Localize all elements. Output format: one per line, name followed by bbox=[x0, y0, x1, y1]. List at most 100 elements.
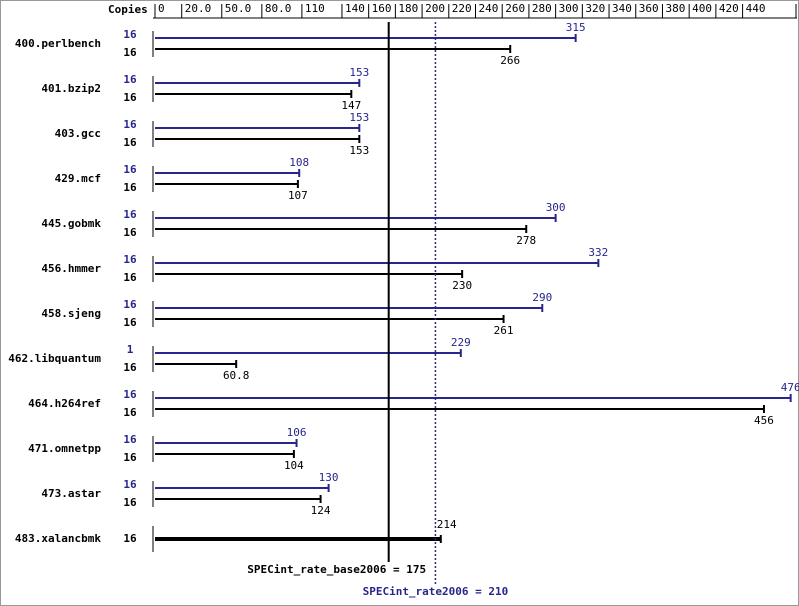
reference-label: SPECint_rate2006 = 210 bbox=[363, 585, 509, 598]
x-tick-label: 220 bbox=[452, 2, 472, 15]
category-label: 464.h264ref bbox=[28, 397, 101, 410]
value-label: 153 bbox=[349, 66, 369, 79]
copies-label: 16 bbox=[123, 226, 137, 239]
value-label: 124 bbox=[311, 504, 331, 517]
bar bbox=[155, 228, 527, 230]
category-label: 458.sjeng bbox=[41, 307, 101, 320]
copies-label: 16 bbox=[123, 91, 137, 104]
bar bbox=[155, 498, 321, 500]
bar bbox=[155, 273, 463, 275]
x-tick-label: 110 bbox=[305, 2, 325, 15]
value-label: 108 bbox=[289, 156, 309, 169]
x-tick-label: 80.0 bbox=[265, 2, 292, 15]
value-label: 300 bbox=[546, 201, 566, 214]
category-label: 403.gcc bbox=[55, 127, 101, 140]
category-label: 473.astar bbox=[41, 487, 101, 500]
x-tick-label: 20.0 bbox=[185, 2, 212, 15]
copies-label: 16 bbox=[123, 181, 137, 194]
x-tick-label: 260 bbox=[505, 2, 525, 15]
category-label: 483.xalancbmk bbox=[15, 532, 101, 545]
copies-label: 16 bbox=[123, 532, 137, 545]
category-label: 400.perlbench bbox=[15, 37, 101, 50]
x-tick-label: 180 bbox=[398, 2, 418, 15]
value-label: 230 bbox=[452, 279, 472, 292]
bar bbox=[155, 442, 297, 444]
copies-label: 16 bbox=[123, 208, 137, 221]
copies-label: 16 bbox=[123, 46, 137, 59]
bar bbox=[155, 453, 294, 455]
x-tick-label: 240 bbox=[479, 2, 499, 15]
bar bbox=[155, 217, 556, 219]
value-label: 153 bbox=[349, 144, 369, 157]
copies-label: 16 bbox=[123, 136, 137, 149]
value-label: 290 bbox=[532, 291, 552, 304]
copies-label: 16 bbox=[123, 478, 137, 491]
copies-label: 16 bbox=[123, 271, 137, 284]
bar bbox=[155, 37, 576, 39]
copies-label: 16 bbox=[123, 451, 137, 464]
bar bbox=[155, 408, 764, 410]
copies-label: 16 bbox=[123, 253, 137, 266]
bar bbox=[155, 172, 300, 174]
copies-label: 16 bbox=[123, 433, 137, 446]
x-tick-label: 200 bbox=[425, 2, 445, 15]
category-label: 471.omnetpp bbox=[28, 442, 101, 455]
x-tick-label: 50.0 bbox=[225, 2, 252, 15]
category-label: 456.hmmer bbox=[41, 262, 101, 275]
bar bbox=[155, 183, 298, 185]
copies-label: 16 bbox=[123, 298, 137, 311]
value-label: 278 bbox=[516, 234, 536, 247]
copies-label: 16 bbox=[123, 118, 137, 131]
value-label: 476 bbox=[781, 381, 799, 394]
bar bbox=[155, 93, 352, 95]
x-tick-label: 420 bbox=[719, 2, 739, 15]
copies-label: 16 bbox=[123, 388, 137, 401]
value-label: 261 bbox=[494, 324, 514, 337]
bar bbox=[155, 487, 329, 489]
x-tick-label: 340 bbox=[612, 2, 632, 15]
copies-label: 16 bbox=[123, 406, 137, 419]
bar bbox=[155, 352, 461, 354]
category-label: 401.bzip2 bbox=[41, 82, 101, 95]
x-tick-label: 300 bbox=[559, 2, 579, 15]
copies-header: Copies bbox=[108, 3, 148, 16]
value-label: 153 bbox=[349, 111, 369, 124]
bar bbox=[155, 262, 599, 264]
value-label: 229 bbox=[451, 336, 471, 349]
bar bbox=[155, 307, 543, 309]
value-label: 60.8 bbox=[223, 369, 250, 382]
x-tick-label: 320 bbox=[585, 2, 605, 15]
bar bbox=[155, 82, 360, 84]
copies-label: 16 bbox=[123, 316, 137, 329]
x-tick-label: 380 bbox=[665, 2, 685, 15]
copies-label: 16 bbox=[123, 73, 137, 86]
copies-label: 16 bbox=[123, 28, 137, 41]
value-label: 214 bbox=[437, 518, 457, 531]
bar bbox=[155, 363, 237, 365]
value-label: 107 bbox=[288, 189, 308, 202]
x-tick-label: 0 bbox=[158, 2, 165, 15]
x-tick-label: 400 bbox=[692, 2, 712, 15]
bar bbox=[155, 138, 360, 140]
x-tick-label: 140 bbox=[345, 2, 365, 15]
value-label: 104 bbox=[284, 459, 304, 472]
copies-label: 16 bbox=[123, 163, 137, 176]
value-label: 147 bbox=[341, 99, 361, 112]
x-tick-label: 280 bbox=[532, 2, 552, 15]
category-label: 445.gobmk bbox=[41, 217, 101, 230]
value-label: 456 bbox=[754, 414, 774, 427]
bar bbox=[155, 397, 791, 399]
value-label: 106 bbox=[287, 426, 307, 439]
value-label: 315 bbox=[566, 21, 586, 34]
x-tick-label: 360 bbox=[639, 2, 659, 15]
value-label: 130 bbox=[319, 471, 339, 484]
category-label: 462.libquantum bbox=[8, 352, 101, 365]
bar bbox=[155, 127, 360, 129]
bar bbox=[155, 537, 441, 541]
copies-label: 16 bbox=[123, 496, 137, 509]
category-label: 429.mcf bbox=[55, 172, 101, 185]
x-tick-label: 160 bbox=[372, 2, 392, 15]
bar bbox=[155, 318, 504, 320]
